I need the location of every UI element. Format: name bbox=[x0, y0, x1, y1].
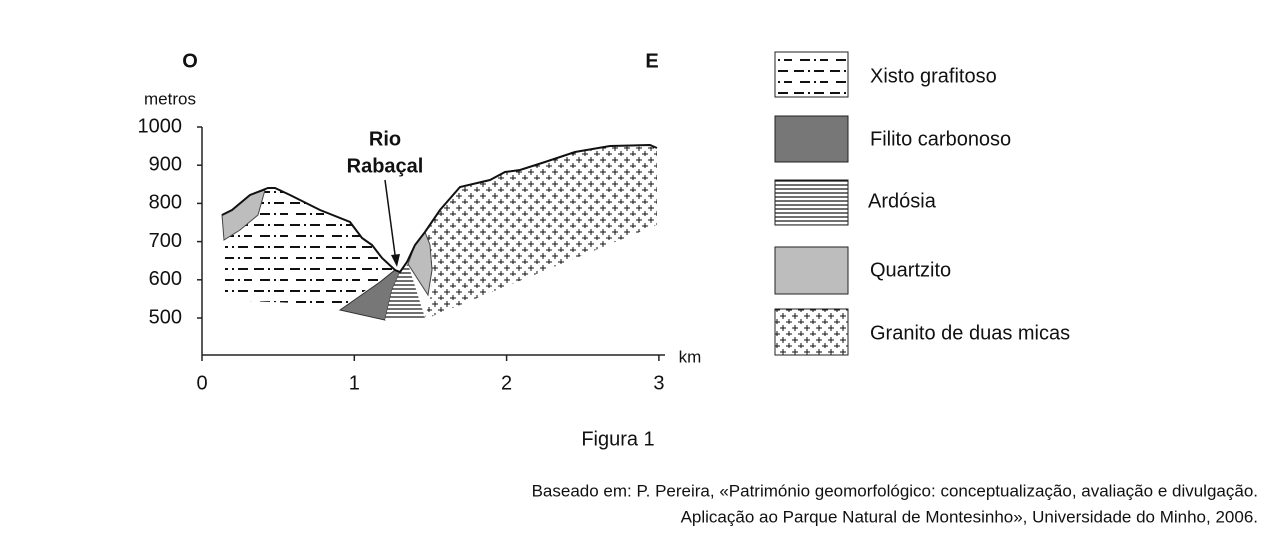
annotation: Rio bbox=[369, 128, 401, 150]
terrain-profile bbox=[221, 143, 658, 274]
legend-label: Granito de duas micas bbox=[870, 322, 1070, 344]
y-unit: metros bbox=[144, 89, 196, 108]
source: Baseado em: P. Pereira, «Património geom… bbox=[532, 481, 1258, 500]
x-tick-label: 2 bbox=[501, 372, 512, 394]
y-tick-label: 900 bbox=[149, 153, 182, 175]
legend: Xisto grafitoso Filito carbonoso Ardósia… bbox=[774, 51, 1070, 356]
ardosia-region bbox=[385, 264, 425, 320]
x-unit: km bbox=[679, 347, 702, 366]
x-tick-label: 3 bbox=[653, 372, 664, 394]
y-tick-label: 700 bbox=[149, 230, 182, 252]
legend-label: Xisto grafitoso bbox=[870, 65, 997, 87]
legend-swatch bbox=[774, 308, 849, 356]
arrow bbox=[384, 179, 397, 263]
legend-swatch bbox=[774, 115, 849, 163]
legend-swatch bbox=[774, 246, 849, 295]
x-tick-label: 0 bbox=[196, 372, 207, 394]
y-tick-label: 800 bbox=[149, 192, 182, 214]
legend-label: Ardósia bbox=[868, 190, 937, 212]
legend-swatch bbox=[774, 179, 849, 226]
caption: Figura 1 bbox=[581, 428, 654, 450]
y-tick-label: 600 bbox=[149, 268, 182, 290]
east-label: E bbox=[645, 50, 658, 72]
annotation: Rabaçal bbox=[347, 155, 424, 177]
legend-label: Quartzito bbox=[870, 259, 951, 281]
axes: 1000 900 800 700 600 500 0 1 2 3 bbox=[138, 115, 665, 394]
y-tick-label: 1000 bbox=[138, 115, 183, 137]
arrow-head bbox=[391, 254, 400, 267]
xisto-region bbox=[225, 188, 395, 305]
x-tick-label: 1 bbox=[349, 372, 360, 394]
legend-swatch bbox=[774, 51, 849, 98]
source: Aplicação ao Parque Natural de Montesinh… bbox=[681, 507, 1258, 526]
legend-label: Filito carbonoso bbox=[870, 128, 1011, 150]
granito-region bbox=[425, 146, 657, 318]
cross-section bbox=[221, 143, 658, 321]
west-label: O bbox=[182, 50, 198, 72]
y-tick-label: 500 bbox=[149, 306, 182, 328]
